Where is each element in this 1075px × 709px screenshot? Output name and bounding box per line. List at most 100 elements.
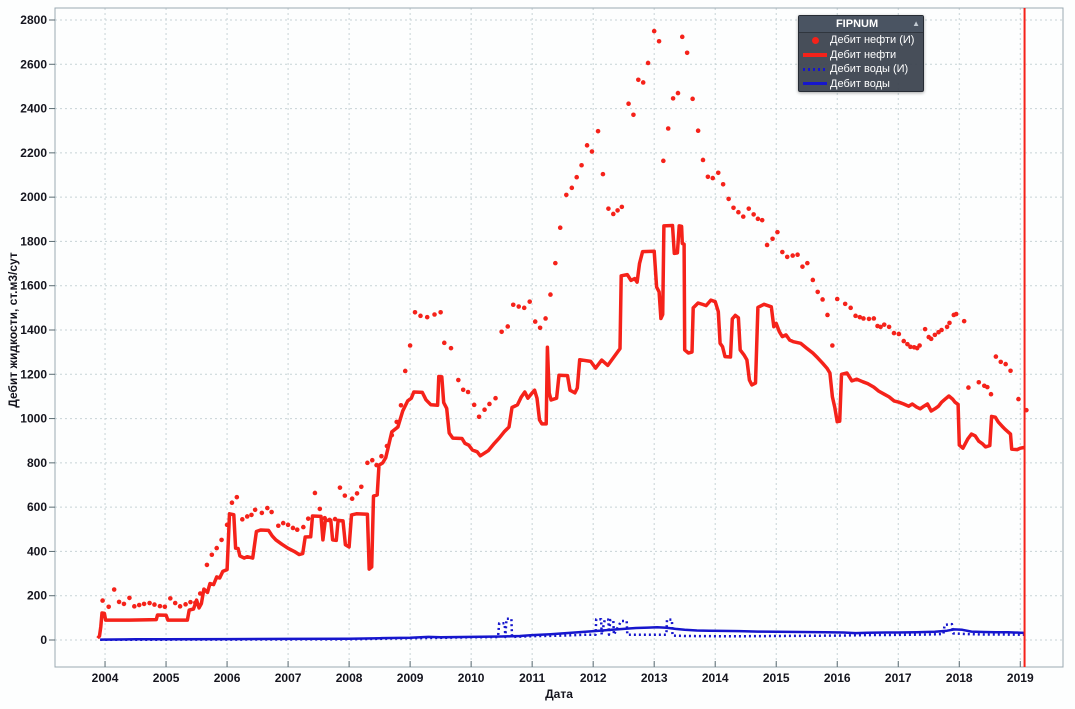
data-point-oil_rate_hist xyxy=(901,338,907,344)
data-point-oil_rate_hist xyxy=(795,252,800,258)
data-point-oil_rate_hist xyxy=(684,50,690,56)
y-tick-label: 2600 xyxy=(20,57,47,71)
data-point-oil_rate_hist xyxy=(438,309,443,315)
data-point-oil_rate_hist xyxy=(961,318,967,324)
y-tick-label: 600 xyxy=(27,500,47,514)
data-point-oil_rate_hist xyxy=(548,292,553,297)
data-point-oil_rate_hist xyxy=(606,206,611,211)
data-point-oil_rate_hist xyxy=(736,209,741,215)
y-tick-label: 200 xyxy=(27,589,47,603)
data-point-oil_rate_hist xyxy=(928,336,934,342)
legend-item[interactable]: Дебит воды xyxy=(799,77,923,92)
data-point-oil_rate_hist xyxy=(740,214,746,219)
data-point-oil_rate_hist xyxy=(871,316,877,321)
data-point-oil_rate_hist xyxy=(493,395,498,401)
data-point-oil_rate_hist xyxy=(219,537,224,543)
data-point-oil_rate_hist xyxy=(398,402,404,408)
data-point-oil_rate_hist xyxy=(631,112,636,118)
legend-collapse-icon[interactable]: ▲ xyxy=(912,19,920,28)
data-point-oil_rate_hist xyxy=(553,260,558,266)
data-point-oil_rate_hist xyxy=(775,229,780,235)
x-tick-label: 2004 xyxy=(92,671,119,685)
legend-item[interactable]: Дебит нефти xyxy=(799,48,923,63)
data-point-oil_rate_hist xyxy=(993,354,999,359)
data-point-oil_rate_hist xyxy=(543,316,548,321)
series-oil_rate_hist xyxy=(100,28,1029,610)
x-tick-label: 2014 xyxy=(702,671,729,685)
data-point-oil_rate_hist xyxy=(240,517,245,522)
x-tick-label: 2013 xyxy=(641,671,668,685)
data-point-oil_rate_hist xyxy=(402,368,408,374)
data-point-oil_rate_hist xyxy=(327,517,332,523)
data-point-oil_rate_hist xyxy=(953,311,959,317)
data-point-oil_rate_hist xyxy=(460,387,466,393)
data-point-oil_rate_hist xyxy=(280,520,286,526)
data-point-oil_rate_hist xyxy=(471,402,477,408)
x-tick-label: 2007 xyxy=(275,671,302,685)
data-point-oil_rate_hist xyxy=(214,545,219,551)
x-tick-label: 2008 xyxy=(336,671,363,685)
data-point-oil_rate_hist xyxy=(853,313,858,319)
data-point-oil_rate_hist xyxy=(759,217,765,223)
data-point-oil_rate_hist xyxy=(600,171,606,177)
data-point-oil_rate_hist xyxy=(111,587,117,592)
data-point-oil_rate_hist xyxy=(157,603,163,609)
legend-marker-line xyxy=(803,82,827,86)
data-point-oil_rate_hist xyxy=(731,205,736,211)
data-point-oil_rate_hist xyxy=(917,343,922,348)
data-point-oil_rate_hist xyxy=(988,391,994,397)
legend-item[interactable]: Дебит воды (И) xyxy=(799,62,923,77)
data-point-oil_rate_hist xyxy=(407,343,413,348)
data-point-oil_rate_hist xyxy=(830,343,835,348)
y-tick-label: 800 xyxy=(27,456,47,470)
x-tick-label: 2010 xyxy=(458,671,485,685)
data-point-oil_rate_hist xyxy=(825,312,830,318)
data-point-oil_rate_hist xyxy=(312,490,318,496)
data-point-oil_rate_hist xyxy=(619,204,625,210)
data-point-oil_rate_hist xyxy=(456,377,461,383)
legend-marker-thick-line xyxy=(803,52,827,57)
data-point-oil_rate_hist xyxy=(976,379,982,385)
data-point-oil_rate_hist xyxy=(656,38,662,44)
legend-marker-dotted-line xyxy=(803,67,827,71)
data-point-oil_rate_hist xyxy=(878,324,883,330)
data-point-oil_rate_hist xyxy=(482,407,487,413)
data-point-oil_rate_hist xyxy=(705,174,711,180)
data-point-oil_rate_hist xyxy=(121,601,127,607)
data-point-oil_rate_hist xyxy=(595,128,601,134)
data-point-oil_rate_hist xyxy=(866,316,872,322)
data-point-oil_rate_hist xyxy=(670,96,676,101)
data-point-oil_rate_hist xyxy=(720,182,726,187)
data-point-oil_rate_hist xyxy=(394,419,399,425)
data-point-oil_rate_hist xyxy=(147,600,152,606)
x-tick-label: 2005 xyxy=(153,671,180,685)
data-point-oil_rate_hist xyxy=(294,527,300,533)
data-point-oil_rate_hist xyxy=(944,324,950,330)
data-point-oil_rate_hist xyxy=(805,260,810,266)
data-point-oil_rate_hist xyxy=(322,515,327,521)
legend-header[interactable]: FIPNUM ▲ xyxy=(799,16,923,33)
data-point-oil_rate_hist xyxy=(569,185,575,191)
data-point-oil_rate_hist xyxy=(574,174,579,180)
legend-title: FIPNUM xyxy=(835,18,879,30)
data-point-oil_rate_hist xyxy=(557,225,563,230)
data-point-oil_rate_hist xyxy=(755,216,761,222)
data-point-oil_rate_hist xyxy=(132,604,137,609)
data-point-oil_rate_hist xyxy=(891,330,897,336)
legend[interactable]: FIPNUM ▲ Дебит нефти (И) Дебит нефти Дебит… xyxy=(798,15,924,92)
data-point-oil_rate_hist xyxy=(441,340,447,346)
data-point-oil_rate_hist xyxy=(499,329,504,335)
data-point-oil_rate_hist xyxy=(374,462,379,468)
data-point-oil_rate_hist xyxy=(162,604,168,610)
data-point-oil_rate_hist xyxy=(209,552,215,558)
data-point-oil_rate_hist xyxy=(418,313,423,319)
data-point-oil_rate_hist xyxy=(665,126,671,131)
data-point-oil_rate_hist xyxy=(679,34,685,40)
data-point-oil_rate_hist xyxy=(448,345,454,351)
data-point-oil_rate_hist xyxy=(532,319,538,324)
data-point-oil_rate_hist xyxy=(820,297,825,302)
legend-item[interactable]: Дебит нефти (И) xyxy=(799,33,923,48)
legend-item-label: Дебит нефти xyxy=(830,48,897,61)
data-point-oil_rate_hist xyxy=(424,314,430,320)
